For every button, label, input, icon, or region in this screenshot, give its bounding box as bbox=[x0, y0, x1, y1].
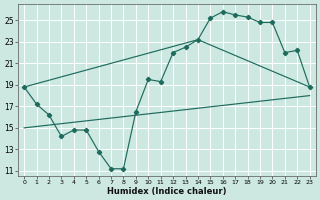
X-axis label: Humidex (Indice chaleur): Humidex (Indice chaleur) bbox=[107, 187, 227, 196]
